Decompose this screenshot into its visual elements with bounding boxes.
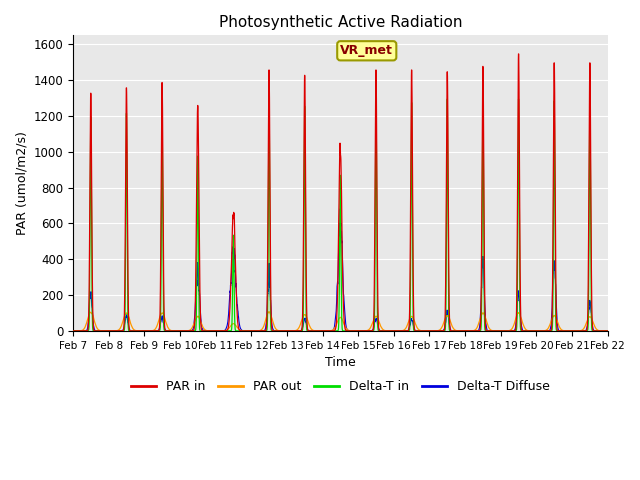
Y-axis label: PAR (umol/m2/s): PAR (umol/m2/s) — [15, 131, 28, 235]
Legend: PAR in, PAR out, Delta-T in, Delta-T Diffuse: PAR in, PAR out, Delta-T in, Delta-T Dif… — [126, 375, 554, 398]
X-axis label: Time: Time — [325, 356, 356, 369]
Text: VR_met: VR_met — [340, 44, 393, 57]
Title: Photosynthetic Active Radiation: Photosynthetic Active Radiation — [219, 15, 462, 30]
